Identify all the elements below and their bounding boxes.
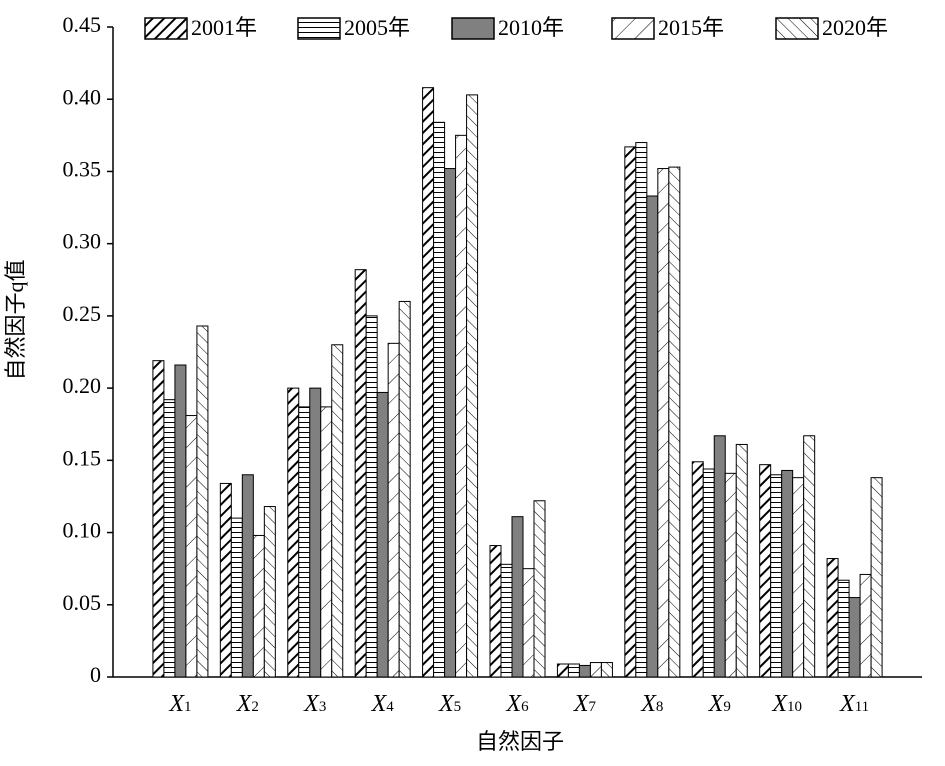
y-tick-label: 0.15	[63, 445, 102, 470]
bar	[702, 468, 715, 678]
bar	[567, 663, 580, 678]
bar	[152, 360, 165, 678]
bar	[556, 663, 569, 678]
bar	[489, 545, 502, 678]
bar	[848, 597, 861, 678]
bar	[600, 662, 613, 678]
y-tick-label: 0.35	[63, 156, 102, 181]
bar	[320, 406, 333, 678]
y-tick-label: 0.20	[63, 373, 102, 398]
y-tick-label: 0.30	[63, 229, 102, 254]
x-tick-label: X1	[168, 691, 191, 717]
bar	[735, 443, 748, 678]
bar	[252, 534, 265, 678]
bar	[331, 344, 344, 678]
bar	[387, 342, 400, 678]
x-tick-label: X10	[771, 691, 802, 717]
bar	[657, 168, 670, 678]
bar	[870, 477, 883, 678]
bar	[354, 269, 367, 678]
bar	[533, 500, 546, 678]
bar	[691, 461, 704, 678]
bar	[589, 662, 602, 678]
bar	[792, 477, 805, 678]
y-tick-label: 0.10	[63, 518, 102, 543]
bar	[376, 391, 389, 678]
x-tick-label: X5	[438, 691, 461, 717]
bar	[230, 517, 243, 678]
bar	[398, 300, 411, 678]
bar	[455, 134, 468, 678]
bar	[511, 516, 524, 678]
legend-swatch	[611, 17, 655, 40]
bar	[241, 474, 254, 678]
bar	[466, 94, 479, 678]
x-tick-label: X6	[505, 691, 529, 717]
bar	[263, 506, 276, 678]
legend-label: 2015年	[658, 15, 724, 40]
y-tick-label: 0.05	[63, 590, 102, 615]
legend-swatch	[775, 17, 819, 40]
bar	[668, 166, 681, 678]
legend-label: 2020年	[822, 15, 888, 40]
bar	[759, 464, 772, 678]
legend-swatch	[451, 17, 495, 40]
bar	[163, 399, 176, 678]
bar	[781, 469, 794, 678]
legend-swatch	[144, 17, 188, 40]
x-tick-label: X11	[839, 691, 869, 717]
x-tick-label: X7	[573, 691, 597, 717]
bar	[837, 579, 850, 678]
bar	[287, 387, 300, 678]
bar	[724, 472, 737, 678]
y-tick-label: 0	[90, 662, 101, 687]
bar	[444, 168, 457, 678]
bar	[635, 142, 648, 678]
legend-label: 2001年	[191, 15, 257, 40]
y-tick-label: 0.40	[63, 84, 102, 109]
y-tick-label: 0.25	[63, 301, 102, 326]
bar	[309, 387, 322, 678]
bar	[365, 315, 378, 678]
x-tick-label: X3	[303, 691, 326, 717]
bar	[185, 415, 198, 678]
bar	[826, 558, 839, 678]
bar	[174, 364, 187, 678]
bar	[770, 474, 783, 678]
bar	[713, 435, 726, 678]
bar	[859, 573, 872, 678]
legend-label: 2005年	[344, 15, 410, 40]
legend-swatch	[297, 17, 341, 40]
bar	[624, 146, 637, 678]
bar	[433, 121, 446, 678]
bar	[578, 664, 591, 678]
x-tick-label: X4	[371, 691, 395, 717]
bar	[500, 563, 513, 678]
x-tick-label: X8	[640, 691, 663, 717]
bar	[646, 195, 659, 678]
y-axis-title: 自然因子q值	[3, 259, 28, 380]
bar	[298, 406, 311, 678]
x-tick-label: X9	[708, 691, 731, 717]
bar	[422, 87, 435, 678]
x-axis-title: 自然因子	[476, 729, 564, 754]
bar	[803, 435, 816, 678]
legend-label: 2010年	[498, 15, 564, 40]
bar	[219, 482, 232, 678]
bar	[196, 325, 209, 678]
x-tick-label: X2	[236, 691, 259, 717]
bar	[522, 568, 535, 678]
y-tick-label: 0.45	[63, 12, 102, 37]
